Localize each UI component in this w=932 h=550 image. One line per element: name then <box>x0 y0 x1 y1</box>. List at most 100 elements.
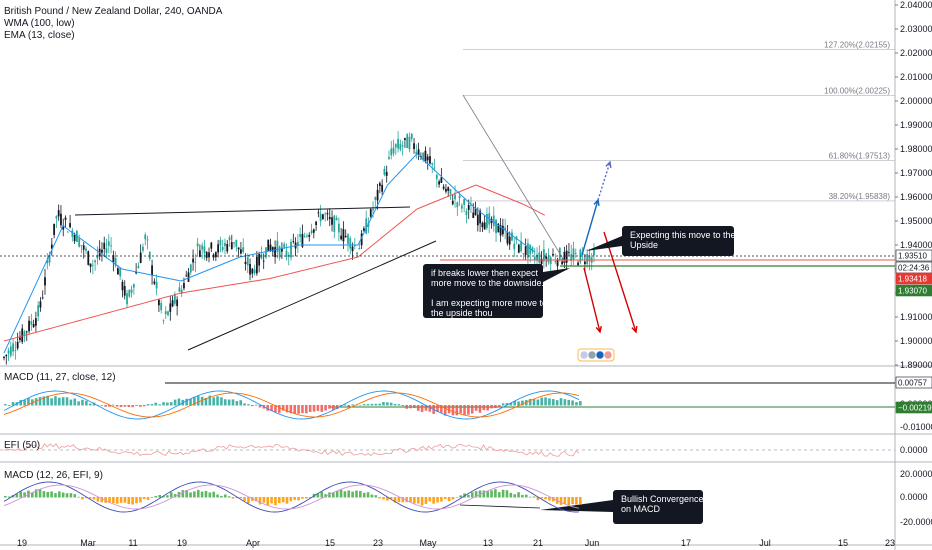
candle-body <box>429 156 431 164</box>
candle-body <box>228 237 231 240</box>
candle-body <box>126 293 128 305</box>
candle-body <box>276 240 279 253</box>
macd2-histogram-bar <box>46 491 50 498</box>
macd1-histogram-bar <box>474 405 478 411</box>
macd2-title[interactable]: MACD (12, 26, EFI, 9) <box>4 470 103 481</box>
macd1-histogram-bar <box>235 401 239 406</box>
candle-body <box>292 241 295 242</box>
macd1-histogram-bar <box>166 402 169 406</box>
ema-legend[interactable]: EMA (13, close) <box>4 30 75 41</box>
macd1-histogram-bar <box>532 399 536 406</box>
macd1-histogram-bar <box>374 403 378 406</box>
macd2-histogram-bar <box>73 494 77 498</box>
candle-body <box>536 254 538 261</box>
macd2-histogram-bar <box>579 497 582 505</box>
macd2-histogram-bar <box>38 489 42 498</box>
candle-body <box>508 236 511 245</box>
macd2-legend: MACD (12, 26, EFI, 9) <box>4 470 103 482</box>
macd2-histogram-bar <box>139 497 142 503</box>
macd2-histogram-bar <box>227 496 231 498</box>
candle-body <box>107 241 110 246</box>
candle-body <box>410 133 413 139</box>
macd2-histogram-bar <box>470 492 474 498</box>
macd2-histogram-bar <box>119 497 123 503</box>
efi-title[interactable]: EFI (50) <box>4 440 41 451</box>
upside-note-line: Upside <box>630 240 658 250</box>
candle-body <box>94 260 97 263</box>
candle-body <box>151 265 153 276</box>
macd1-histogram-bar <box>386 402 389 406</box>
macd1-histogram-bar <box>115 405 119 407</box>
candle-body <box>69 223 71 228</box>
candle-body <box>265 247 267 258</box>
candle-body <box>205 252 208 258</box>
symbol-title[interactable]: British Pound / New Zealand Dollar, 240,… <box>4 6 223 17</box>
y-tick-label: 1.99000 <box>900 120 932 130</box>
macd2-histogram-bar <box>81 497 84 500</box>
macd1-histogram-bar <box>266 405 270 411</box>
candle-body <box>116 268 119 275</box>
candle-body <box>299 234 302 238</box>
convergence-note-line: on MACD <box>621 504 661 514</box>
wma-legend[interactable]: WMA (100, low) <box>4 18 75 29</box>
candle-body <box>187 272 190 282</box>
candle-body <box>128 289 131 297</box>
macd2-histogram-bar <box>551 497 555 502</box>
macd2-histogram-bar <box>247 497 250 504</box>
macd1-signal-line <box>3 392 580 418</box>
candle-body <box>146 239 149 241</box>
candle-body <box>388 156 390 159</box>
macd1-histogram-bar <box>382 401 385 406</box>
price-tag-label: 1.93510 <box>898 252 927 261</box>
y-tick-label: 1.97000 <box>900 168 932 178</box>
candle-body <box>570 254 573 261</box>
macd2-histogram-bar <box>50 491 53 498</box>
economic-event-flag-icon <box>579 350 589 360</box>
price-tag <box>895 272 932 285</box>
candle-body <box>55 216 58 219</box>
candle-body <box>533 256 536 261</box>
macd2-histogram-bar <box>92 497 96 500</box>
candle-body <box>495 219 497 234</box>
candle-body <box>180 289 183 294</box>
downside-note-line: more move to the downside. <box>431 278 544 288</box>
macd2-histogram-bar <box>58 491 61 498</box>
macd2-histogram-bar <box>23 492 26 498</box>
candle-body <box>137 265 140 269</box>
downside-note-line: if breaks lower then expect <box>431 268 539 278</box>
macd2-histogram-bar <box>382 497 385 500</box>
macd1-histogram-bar <box>254 404 258 406</box>
candle-body <box>586 253 589 265</box>
candle-body <box>542 249 545 262</box>
macd1-histogram-bar <box>162 402 165 406</box>
candle-body <box>449 189 452 194</box>
macd2-histogram-bar <box>31 492 34 498</box>
macd1-title[interactable]: MACD (11, 27, close, 12) <box>4 372 116 383</box>
macd1-histogram-bar <box>443 405 447 416</box>
macd2-histogram-bar <box>505 490 509 498</box>
macd1-histogram-bar <box>548 398 551 406</box>
macd1-histogram-bar <box>250 405 254 407</box>
candle-body <box>12 343 15 352</box>
macd1-histogram-bar <box>135 405 138 406</box>
candle-body <box>240 249 242 254</box>
macd2-histogram-bar <box>297 497 300 501</box>
macd1-histogram-bar <box>146 404 150 406</box>
macd2-histogram-bar <box>447 497 451 502</box>
macd2-histogram-bar <box>108 497 111 503</box>
macd1-histogram-bar <box>297 405 300 414</box>
candle-body <box>301 233 304 247</box>
macd2-histogram-bar <box>355 490 358 498</box>
macd2-histogram-bar <box>216 494 219 498</box>
x-tick-label: 19 <box>17 538 27 548</box>
macd1-histogram-bar <box>243 403 246 406</box>
macd2-histogram-bar <box>104 497 107 503</box>
candle-body <box>123 285 126 296</box>
candle-body <box>340 235 343 240</box>
macd2-histogram-bar <box>220 495 223 498</box>
macd1-histogram-bar <box>451 405 455 416</box>
macd1-histogram-bar <box>112 404 115 406</box>
candle-body <box>506 232 509 244</box>
